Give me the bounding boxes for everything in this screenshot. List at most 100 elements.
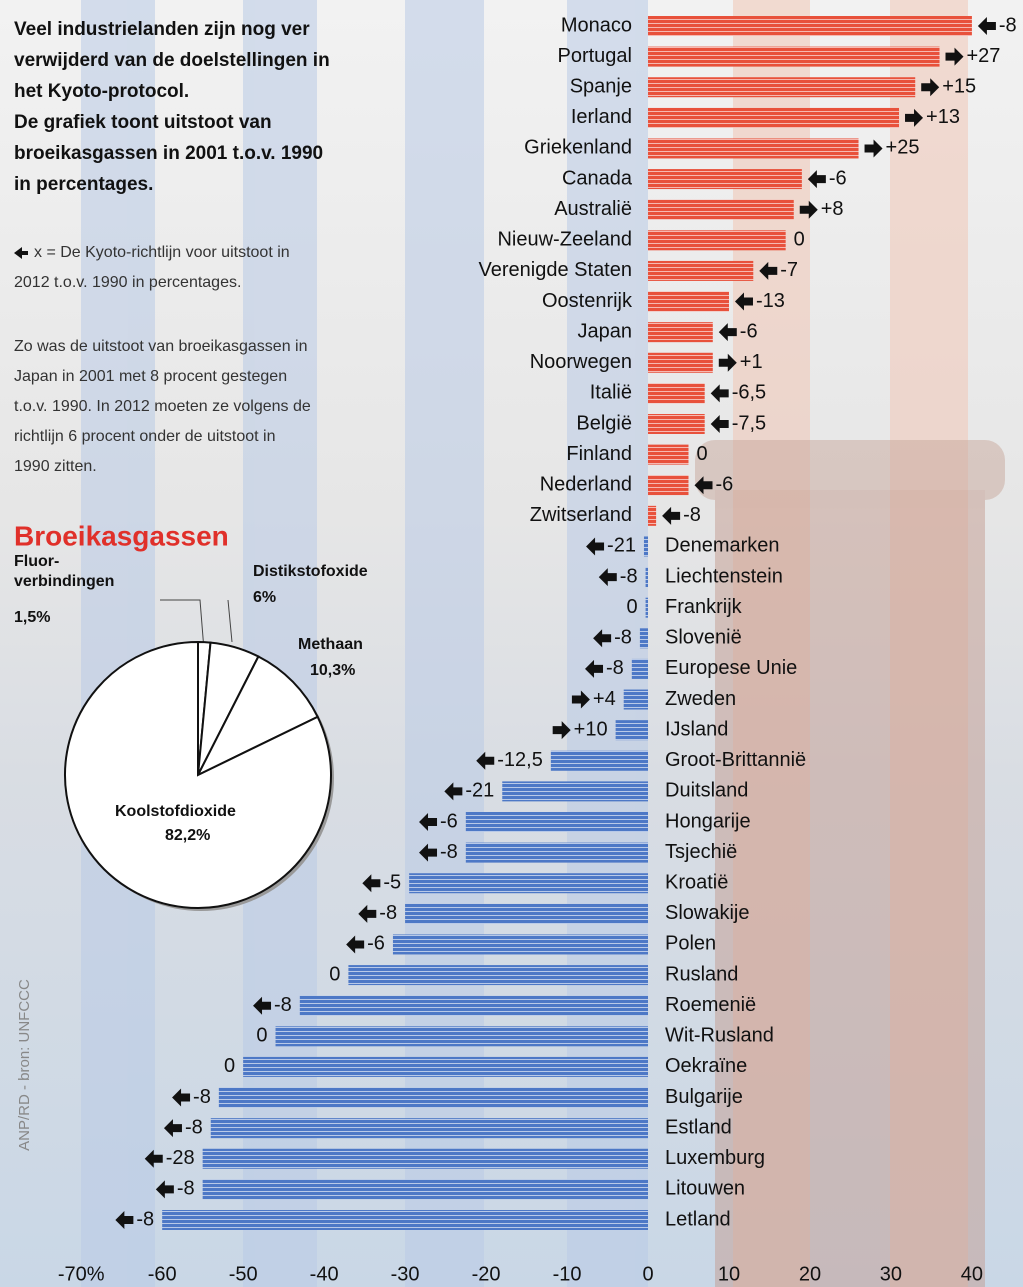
pie-label: Methaan	[298, 635, 363, 655]
bar	[405, 904, 648, 924]
x-tick-label: -20	[472, 1263, 501, 1285]
legend-arrow	[14, 247, 28, 259]
x-tick-label: -30	[391, 1263, 420, 1285]
pie-value-label: 1,5%	[14, 608, 50, 628]
bar	[243, 1057, 648, 1077]
intro-line: in percentages.	[14, 174, 153, 195]
category-label: Slovenië	[665, 627, 742, 649]
bar	[300, 996, 648, 1016]
category-label: Denemarken	[665, 535, 780, 557]
category-label: Duitsland	[665, 780, 748, 802]
kyoto-label: -8	[683, 504, 701, 526]
kyoto-arrow	[164, 1119, 182, 1137]
bar	[466, 843, 648, 863]
kyoto-arrow	[865, 139, 883, 157]
bar	[648, 77, 915, 97]
bar	[648, 138, 859, 158]
pie-label: Distikstofoxide	[253, 562, 368, 582]
kyoto-label: -8	[177, 1178, 195, 1200]
bar	[648, 475, 688, 495]
category-label: Italië	[590, 382, 632, 404]
kyoto-label: -12,5	[497, 749, 543, 771]
pie-value-label: 10,3%	[310, 661, 355, 681]
category-label: Luxemburg	[665, 1147, 765, 1169]
category-label: Ierland	[571, 106, 632, 128]
kyoto-label: +13	[926, 106, 960, 128]
category-label: Nieuw-Zeeland	[497, 229, 632, 251]
category-label: Noorwegen	[530, 351, 632, 373]
kyoto-label: -6	[440, 810, 458, 832]
intro-line: het Kyoto-protocol.	[14, 81, 189, 102]
bar	[640, 628, 648, 648]
bar	[648, 16, 972, 36]
bar	[276, 1026, 648, 1046]
bar	[409, 873, 648, 893]
category-label: Letland	[665, 1208, 731, 1230]
bar	[648, 445, 688, 465]
category-label: Oekraïne	[665, 1055, 747, 1077]
intro-line: verwijderd van de doelstellingen in	[14, 50, 330, 71]
source: ANP/RD - bron: UNFCCC	[16, 979, 33, 1151]
bar	[203, 1149, 648, 1169]
kyoto-label: -6	[740, 320, 758, 342]
bar	[648, 414, 705, 434]
category-label: Bulgarije	[665, 1086, 743, 1108]
category-label: Frankrijk	[665, 596, 743, 618]
kyoto-arrow	[808, 170, 826, 188]
bar	[648, 353, 713, 373]
bar	[211, 1118, 648, 1138]
pie-value-label: 82,2%	[165, 826, 210, 846]
pie-title: Broeikasgassen	[14, 520, 229, 551]
kyoto-label: -8	[606, 657, 624, 679]
category-label: Verenigde Staten	[479, 259, 632, 281]
x-tick-label: -40	[310, 1263, 339, 1285]
kyoto-label: -8	[614, 627, 632, 649]
bar	[648, 383, 705, 403]
category-label: Hongarije	[665, 810, 751, 832]
category-label: België	[576, 412, 632, 434]
bar	[219, 1088, 648, 1108]
category-label: Spanje	[570, 76, 632, 98]
kyoto-arrow	[978, 17, 996, 35]
kyoto-label: -7	[780, 259, 798, 281]
bar	[646, 567, 648, 587]
category-label: Canada	[562, 167, 633, 189]
kyoto-label: -6	[715, 474, 733, 496]
category-label: Australië	[554, 198, 632, 220]
bar	[393, 934, 648, 954]
category-label: Slowakije	[665, 902, 749, 924]
kyoto-label: +8	[821, 198, 844, 220]
bar	[162, 1210, 648, 1230]
bar	[632, 659, 648, 679]
pie-value-label: 6%	[253, 588, 276, 608]
example-line: t.o.v. 1990. In 2012 moeten ze volgens d…	[14, 398, 311, 415]
legend-note: x = De Kyoto-richtlijn voor uitstoot in	[34, 244, 290, 261]
category-label: Oostenrijk	[542, 290, 633, 312]
category-label: Roemenië	[665, 994, 756, 1016]
kyoto-arrow	[662, 507, 680, 525]
kyoto-label: -6	[367, 933, 385, 955]
chart: Broeikasgassen ANP/RD - bron: UNFCCC Vee…	[0, 0, 1023, 1287]
category-label: Griekenland	[524, 137, 632, 159]
bar	[648, 322, 713, 342]
kyoto-label: 0	[696, 443, 707, 465]
kyoto-arrow	[156, 1180, 174, 1198]
kyoto-label: -28	[166, 1147, 195, 1169]
kyoto-label: -13	[756, 290, 785, 312]
kyoto-label: 0	[794, 229, 805, 251]
category-label: Zweden	[665, 688, 736, 710]
kyoto-arrow	[172, 1089, 190, 1107]
bar	[466, 812, 648, 832]
x-tick-label: -10	[553, 1263, 582, 1285]
kyoto-arrow	[362, 874, 380, 892]
intro-line: broeikasgassen in 2001 t.o.v. 1990	[14, 143, 323, 164]
infographic: Broeikasgassen ANP/RD - bron: UNFCCC Vee…	[0, 0, 1023, 1287]
category-label: Portugal	[558, 45, 633, 67]
kyoto-label: -21	[465, 780, 494, 802]
category-label: Wit-Rusland	[665, 1025, 774, 1047]
category-label: Polen	[665, 933, 716, 955]
intro-line: De grafiek toont uitstoot van	[14, 112, 272, 133]
legend-note: 2012 t.o.v. 1990 in percentages.	[14, 274, 241, 291]
pie-label: Fluor- verbindingen	[14, 552, 114, 592]
kyoto-arrow	[711, 384, 729, 402]
